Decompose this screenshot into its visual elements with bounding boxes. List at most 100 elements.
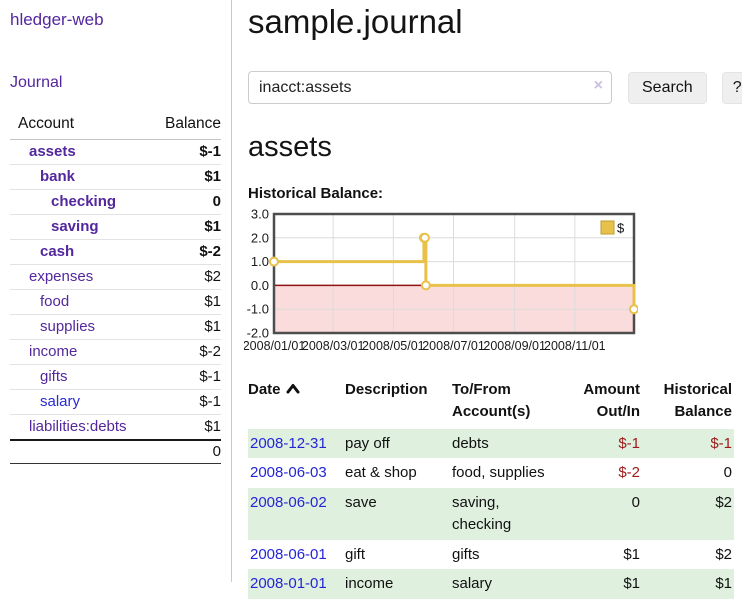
account-row: cash $-2 — [10, 240, 221, 265]
register-table: Date Description To/From Account(s) Amou… — [248, 377, 734, 599]
transaction-date-link[interactable]: 2008-06-03 — [250, 464, 327, 481]
account-row: assets $-1 — [10, 140, 221, 165]
data-point-marker — [421, 234, 429, 242]
account-link-assets[interactable]: assets — [29, 143, 76, 160]
y-tick-label: 2.0 — [251, 230, 269, 245]
legend-label: $ — [617, 221, 625, 236]
account-row: supplies $1 — [10, 315, 221, 340]
account-row: saving $1 — [10, 215, 221, 240]
y-tick-label: -1.0 — [247, 302, 269, 317]
account-link-supplies[interactable]: supplies — [40, 318, 95, 335]
search-form: × Search ? — [248, 71, 742, 104]
transaction-description: gift — [345, 540, 452, 570]
account-link-salary[interactable]: salary — [40, 393, 80, 410]
x-tick-label: 2008/07/01 — [422, 339, 485, 353]
account-balance: $-1 — [153, 390, 222, 415]
data-point-marker — [422, 281, 430, 289]
account-row: expenses $2 — [10, 265, 221, 290]
account-link-food[interactable]: food — [40, 293, 69, 310]
transaction-balance: $-1 — [648, 429, 734, 459]
chart-label: Historical Balance: — [248, 185, 742, 202]
transaction-accounts: debts — [452, 429, 566, 459]
transaction-description: eat & shop — [345, 458, 452, 488]
account-column-header: Account — [10, 113, 153, 140]
account-balance: $-1 — [153, 365, 222, 390]
accounts-total-row: 0 — [10, 440, 221, 464]
account-heading: assets — [248, 131, 742, 164]
account-link-checking[interactable]: checking — [51, 193, 116, 210]
data-point-marker — [630, 305, 638, 313]
date-column-header[interactable]: Date — [248, 377, 345, 429]
account-row: income $-2 — [10, 340, 221, 365]
account-row: bank $1 — [10, 165, 221, 190]
transaction-description: income — [345, 569, 452, 599]
app-title-link[interactable]: hledger-web — [10, 10, 104, 30]
transaction-balance: 0 — [648, 458, 734, 488]
account-balance: $1 — [153, 215, 222, 240]
account-balance: $1 — [153, 290, 222, 315]
account-balance: $1 — [153, 315, 222, 340]
account-balance: $-2 — [153, 240, 222, 265]
account-balance: $-1 — [153, 140, 222, 165]
transaction-description: pay off — [345, 429, 452, 459]
transaction-balance: $2 — [648, 540, 734, 570]
account-balance: $-2 — [153, 340, 222, 365]
transaction-date-link[interactable]: 2008-01-01 — [250, 575, 327, 592]
account-balance: $1 — [153, 415, 222, 441]
data-point-marker — [270, 258, 278, 266]
account-balance: 0 — [153, 190, 222, 215]
account-balance: $1 — [153, 165, 222, 190]
account-link-bank[interactable]: bank — [40, 168, 75, 185]
transaction-accounts: saving, checking — [452, 488, 566, 540]
transaction-date-link[interactable]: 2008-12-31 — [250, 435, 327, 452]
page-title: sample.journal — [248, 3, 742, 41]
balance-column-header: Balance — [153, 113, 222, 140]
x-tick-label: 2008/05/01 — [362, 339, 425, 353]
x-tick-label: 2008/11/01 — [544, 339, 606, 353]
search-input[interactable] — [248, 71, 612, 104]
account-link-liabilities-debts[interactable]: liabilities:debts — [29, 418, 127, 435]
sidebar-item-journal[interactable]: Journal — [10, 74, 62, 92]
x-tick-label: 2008/09/01 — [483, 339, 546, 353]
account-link-gifts[interactable]: gifts — [40, 368, 68, 385]
amount-column-header: Amount Out/In — [566, 377, 648, 429]
transaction-amount: $-2 — [566, 458, 648, 488]
y-tick-label: 1.0 — [251, 254, 269, 269]
account-row: food $1 — [10, 290, 221, 315]
transaction-date-link[interactable]: 2008-06-01 — [250, 546, 327, 563]
account-link-cash[interactable]: cash — [40, 243, 74, 260]
description-column-header: Description — [345, 377, 452, 429]
help-button[interactable]: ? — [722, 72, 742, 104]
transaction-amount: $1 — [566, 569, 648, 599]
balance-chart-svg: 3.02.01.00.0-1.0-2.02008/01/012008/03/01… — [244, 209, 638, 359]
sort-ascending-icon — [286, 379, 300, 401]
account-link-income[interactable]: income — [29, 343, 77, 360]
account-link-saving[interactable]: saving — [51, 218, 99, 235]
transaction-accounts: food, supplies — [452, 458, 566, 488]
account-row: checking 0 — [10, 190, 221, 215]
account-row: salary $-1 — [10, 390, 221, 415]
account-balance: $2 — [153, 265, 222, 290]
transaction-description: save — [345, 488, 452, 540]
transaction-date-link[interactable]: 2008-06-02 — [250, 494, 327, 511]
transaction-amount: $-1 — [566, 429, 648, 459]
account-row: liabilities:debts $1 — [10, 415, 221, 441]
account-link-expenses[interactable]: expenses — [29, 268, 93, 285]
main-content: sample.journal × Search ? assets Histori… — [248, 0, 742, 599]
search-button[interactable]: Search — [628, 72, 707, 104]
transaction-balance: $2 — [648, 488, 734, 540]
y-tick-label: 0.0 — [251, 278, 269, 293]
accounts-total-value: 0 — [153, 440, 222, 464]
transaction-accounts: salary — [452, 569, 566, 599]
accounts-total-spacer — [10, 440, 153, 464]
clear-search-icon[interactable]: × — [594, 77, 603, 95]
transaction-amount: $1 — [566, 540, 648, 570]
legend-swatch — [601, 221, 614, 234]
